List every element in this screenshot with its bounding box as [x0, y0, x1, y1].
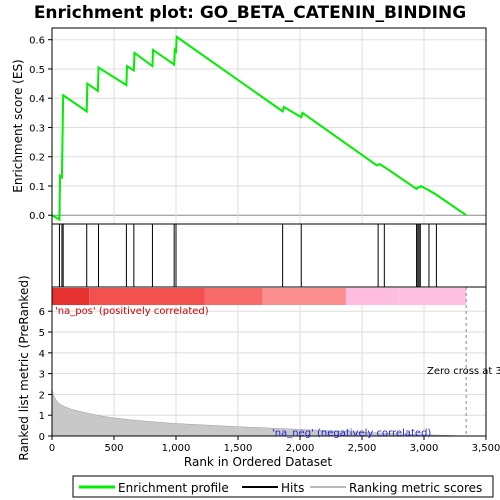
metric-y-tick-label: 4: [39, 349, 45, 360]
positive-correlation-label: 'na_pos' (positively correlated): [55, 306, 209, 317]
metric-y-tick-label: 2: [39, 390, 45, 401]
hits-frame: [51, 223, 487, 288]
metric-plot-area: [52, 305, 486, 436]
legend-metric-label: Ranking metric scores: [349, 481, 482, 495]
zero-cross-label: Zero cross at 3: [427, 366, 500, 377]
enrichment-y-tick-label: 0.2: [29, 153, 45, 164]
metric-y-tick-label: 3: [39, 370, 45, 381]
x-tick-label: 2,000: [286, 443, 315, 454]
x-tick-label: 3,000: [410, 443, 439, 454]
enrichment-profile-line: [51, 34, 467, 222]
x-tick-label: 3,500: [472, 443, 500, 454]
enrichment-y-tick-label: 0.1: [29, 182, 45, 193]
band-segment: [89, 288, 205, 305]
hits-panel: [51, 223, 487, 288]
band-segment: [466, 288, 486, 305]
x-tick-label: 0: [49, 443, 55, 454]
x-tick-label: 1,000: [162, 443, 191, 454]
enrichment-y-tick-label: 0.0: [29, 211, 45, 222]
chart-title: Enrichment plot: GO_BETA_CATENIN_BINDING: [34, 3, 466, 23]
legend-box: [72, 475, 494, 498]
enrichment-grid: [51, 28, 487, 224]
metric-y-tick-label: 0: [39, 432, 45, 443]
metric-y-axis-label: Ranked list metric (PreRanked): [17, 275, 31, 460]
enrichment-panel: 0.0 0.1 0.2 0.3 0.4 0.5 0.6 Enrichment score (…: [11, 27, 487, 225]
enrichment-y-ticks: 0.0 0.1 0.2 0.3 0.4 0.5 0.6: [29, 36, 52, 222]
metric-y-tick-label: 1: [39, 411, 45, 422]
enrichment-y-tick-label: 0.3: [29, 123, 45, 134]
enrichment-y-tick-label: 0.4: [29, 94, 45, 105]
band-segment: [52, 288, 90, 305]
metric-y-ticks: 0 1 2 3 4 5 6: [39, 307, 52, 443]
band-segment: [345, 288, 400, 305]
x-ticks: 0 500 1,000 1,500 2,000 2,500 3,000 3,500: [49, 436, 500, 454]
x-tick-label: 2,500: [348, 443, 377, 454]
metric-area: [51, 388, 467, 437]
band-segment: [262, 288, 346, 305]
legend-hits-label: Hits: [281, 481, 304, 495]
metric-frame: [51, 286, 487, 437]
hit-marks: [58, 224, 437, 287]
x-tick-label: 500: [104, 443, 123, 454]
enrichment-plot-area: [52, 28, 486, 224]
legend: Enrichment profile Hits Ranking metric s…: [72, 475, 494, 498]
metric-panel: 0 1 2 3 4 5 6 0 500 1,000 1,500 2,000 2,500 3,000 3,5…: [17, 275, 500, 469]
enrichment-y-axis-label: Enrichment score (ES): [11, 59, 25, 192]
metric-y-tick-label: 6: [39, 307, 45, 318]
x-axis-label: Rank in Ordered Dataset: [184, 455, 332, 469]
negative-correlation-label: 'na_neg' (negatively correlated): [272, 428, 431, 439]
ranking-color-band: [52, 288, 486, 305]
band-segment: [399, 288, 467, 305]
enrichment-y-tick-label: 0.5: [29, 65, 45, 76]
enrichment-y-tick-label: 0.6: [29, 36, 45, 47]
metric-y-tick-label: 5: [39, 328, 45, 339]
x-tick-label: 1,500: [224, 443, 253, 454]
band-segment: [204, 288, 263, 305]
legend-enrichment-label: Enrichment profile: [118, 481, 229, 495]
